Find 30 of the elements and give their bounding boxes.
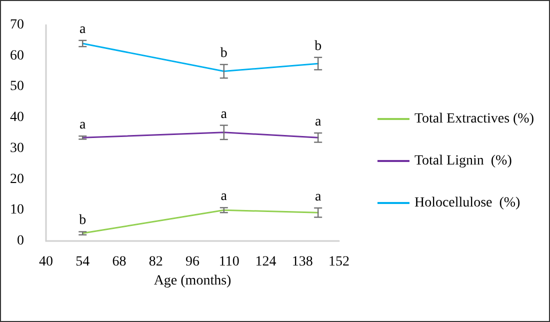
x-tick-label: 54 — [76, 254, 90, 270]
y-tick-label: 40 — [10, 110, 24, 126]
annotation: a — [314, 189, 322, 204]
annotation: a — [220, 189, 228, 204]
annotation: b — [220, 46, 228, 61]
y-tick-label: 10 — [10, 202, 24, 218]
x-tick-label: 138 — [292, 254, 313, 270]
x-axis-title: Age (months) — [154, 273, 232, 288]
y-tick-label: 50 — [10, 79, 24, 94]
y-tick-label: 60 — [10, 48, 24, 64]
annotation: a — [80, 118, 87, 133]
x-tick-label: 124 — [255, 254, 276, 270]
x-tick-label: 110 — [218, 254, 240, 270]
x-tick-label: 96 — [186, 254, 200, 270]
legend-label: Holocellulose (%) — [414, 196, 521, 210]
annotation: a — [220, 106, 228, 122]
x-tick-label: 68 — [112, 254, 126, 270]
x-tick-label: 40 — [39, 254, 53, 270]
x-tick-label: 152 — [328, 254, 350, 270]
legend-label: Total Lignin (%) — [414, 154, 512, 168]
y-tick-label: 70 — [10, 18, 24, 32]
x-tick-label: 82 — [148, 254, 163, 270]
annotation: b — [314, 38, 322, 54]
y-tick-label: 0 — [17, 234, 24, 248]
y-tick-label: 30 — [10, 140, 24, 156]
annotation: a — [80, 22, 87, 37]
annotation: a — [314, 114, 322, 130]
annotation: b — [79, 213, 86, 228]
y-tick-label: 20 — [10, 172, 24, 187]
legend-label: Total Extractives (%) — [414, 112, 534, 126]
